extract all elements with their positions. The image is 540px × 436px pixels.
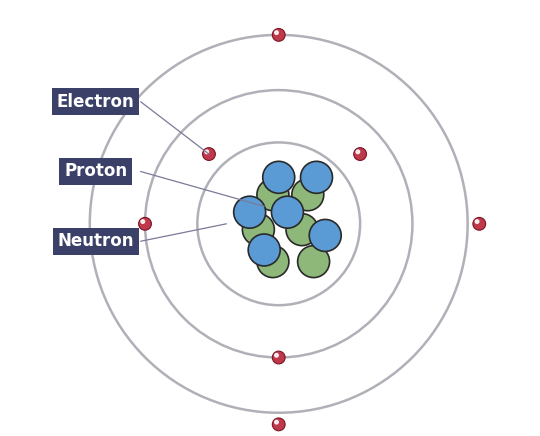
Circle shape	[205, 150, 208, 153]
Circle shape	[139, 218, 151, 230]
Circle shape	[242, 214, 274, 245]
Circle shape	[141, 220, 145, 223]
Circle shape	[298, 245, 329, 278]
Circle shape	[292, 179, 324, 211]
Circle shape	[309, 219, 341, 252]
Circle shape	[272, 351, 285, 364]
Circle shape	[263, 161, 295, 193]
Circle shape	[257, 245, 289, 278]
Circle shape	[473, 218, 485, 230]
Circle shape	[356, 150, 360, 153]
Circle shape	[272, 418, 285, 431]
Circle shape	[275, 31, 278, 34]
Text: Proton: Proton	[64, 163, 127, 181]
Circle shape	[301, 161, 333, 193]
Circle shape	[257, 179, 289, 211]
Text: Neutron: Neutron	[57, 232, 134, 250]
Circle shape	[202, 148, 215, 160]
Circle shape	[475, 220, 479, 223]
Circle shape	[272, 196, 303, 228]
Circle shape	[286, 214, 318, 245]
Text: Electron: Electron	[57, 93, 134, 111]
Circle shape	[272, 28, 285, 41]
Circle shape	[275, 354, 278, 357]
Circle shape	[275, 420, 278, 424]
Circle shape	[234, 196, 266, 228]
Circle shape	[248, 234, 280, 266]
Circle shape	[354, 148, 367, 160]
